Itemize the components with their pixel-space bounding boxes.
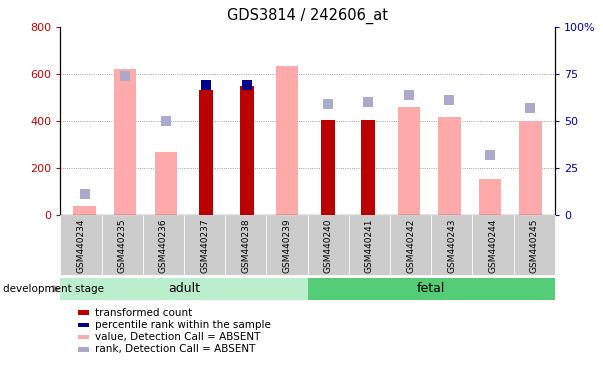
- Point: [161, 118, 171, 124]
- Point: [121, 73, 130, 79]
- Bar: [199, 90, 213, 215]
- Bar: [114, 69, 136, 215]
- Text: transformed count: transformed count: [95, 308, 192, 318]
- Text: GSM440245: GSM440245: [529, 218, 538, 273]
- Text: GSM440243: GSM440243: [447, 218, 456, 273]
- Point: [485, 152, 494, 158]
- Bar: [74, 206, 96, 215]
- Bar: [154, 152, 177, 215]
- Point: [526, 105, 535, 111]
- Point: [201, 82, 211, 88]
- Text: GSM440244: GSM440244: [488, 218, 497, 273]
- Bar: [398, 107, 420, 215]
- Text: GSM440242: GSM440242: [406, 218, 415, 273]
- Text: GSM440236: GSM440236: [159, 218, 168, 273]
- Point: [444, 97, 454, 103]
- Bar: [321, 120, 335, 215]
- Text: adult: adult: [168, 283, 200, 295]
- Text: percentile rank within the sample: percentile rank within the sample: [95, 320, 271, 330]
- Text: GSM440235: GSM440235: [118, 218, 127, 273]
- Point: [404, 91, 414, 98]
- Text: GSM440240: GSM440240: [324, 218, 333, 273]
- Text: fetal: fetal: [417, 283, 446, 295]
- Title: GDS3814 / 242606_at: GDS3814 / 242606_at: [227, 8, 388, 24]
- Text: GSM440238: GSM440238: [241, 218, 250, 273]
- Bar: [276, 66, 298, 215]
- Bar: [239, 86, 254, 215]
- Bar: [479, 179, 501, 215]
- Point: [80, 191, 89, 197]
- Text: GSM440234: GSM440234: [77, 218, 86, 273]
- Point: [323, 101, 333, 107]
- Text: rank, Detection Call = ABSENT: rank, Detection Call = ABSENT: [95, 344, 256, 354]
- Bar: [438, 118, 461, 215]
- Bar: [361, 120, 376, 215]
- Text: development stage: development stage: [3, 284, 104, 294]
- Bar: [519, 121, 541, 215]
- Point: [364, 99, 373, 105]
- Point: [242, 82, 251, 88]
- Text: value, Detection Call = ABSENT: value, Detection Call = ABSENT: [95, 332, 260, 342]
- Text: GSM440239: GSM440239: [282, 218, 291, 273]
- Text: GSM440241: GSM440241: [365, 218, 374, 273]
- Text: GSM440237: GSM440237: [200, 218, 209, 273]
